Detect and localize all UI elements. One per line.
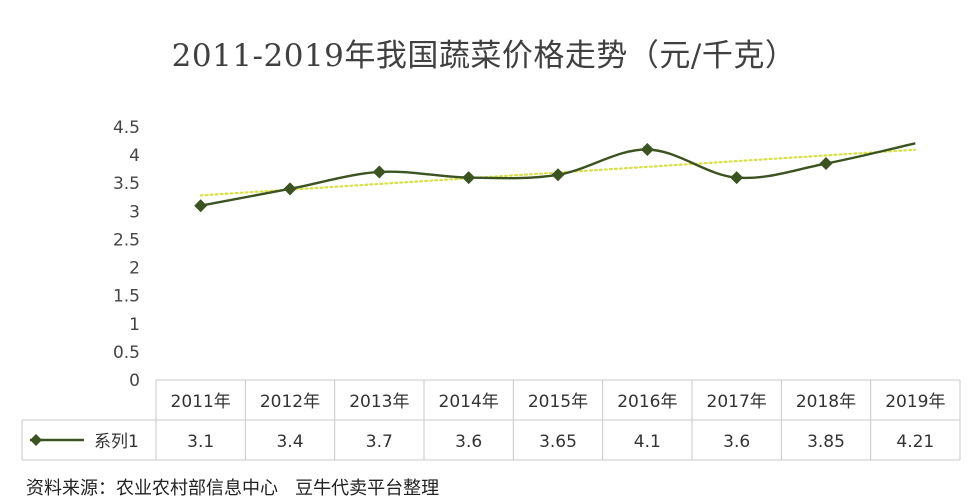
legend-marker — [30, 434, 42, 446]
x-category-label: 2013年 — [349, 392, 409, 412]
y-tick-label: 0.5 — [113, 343, 140, 363]
y-axis: 0 0.5 1 1.5 2 2.5 3 3.5 4 4.5 — [113, 118, 140, 391]
x-category-label: 2015年 — [528, 392, 588, 412]
data-point — [372, 165, 386, 179]
source-note: 资料来源：农业农村部信息中心 豆牛代卖平台整理 — [26, 478, 440, 499]
legend-label: 系列1 — [94, 432, 139, 452]
y-tick-label: 0 — [129, 371, 140, 391]
y-tick-label: 1.5 — [113, 287, 140, 307]
data-value-label: 3.7 — [366, 432, 393, 452]
data-value-label: 3.4 — [276, 432, 303, 452]
data-value-label: 3.1 — [187, 432, 214, 452]
x-category-label: 2014年 — [439, 392, 499, 412]
data-value-label: 4.21 — [896, 432, 934, 452]
data-value-label: 3.6 — [723, 432, 750, 452]
x-category-label: 2019年 — [885, 392, 945, 412]
chart-title: 2011-2019年我国蔬菜价格走势（元/千克） — [171, 38, 797, 74]
data-point — [194, 199, 208, 213]
series-layer — [194, 142, 916, 213]
data-value-label: 3.85 — [807, 432, 845, 452]
y-tick-label: 4 — [129, 146, 140, 166]
data-value-label: 3.65 — [539, 432, 577, 452]
data-point — [640, 142, 654, 156]
y-tick-label: 4.5 — [113, 118, 140, 138]
x-category-label: 2017年 — [707, 392, 767, 412]
x-category-label: 2012年 — [260, 392, 320, 412]
x-category-label: 2018年 — [796, 392, 856, 412]
data-point — [819, 157, 833, 171]
x-category-label: 2011年 — [171, 392, 231, 412]
y-tick-label: 3 — [129, 202, 140, 222]
data-point — [462, 171, 476, 185]
y-tick-label: 2 — [129, 259, 140, 279]
data-value-label: 3.6 — [455, 432, 482, 452]
data-point — [730, 171, 744, 185]
data-value-label: 4.1 — [634, 432, 661, 452]
data-point — [551, 168, 565, 182]
data-table: 2011年 2012年 2013年 2014年 2015年 2016年 2017年 2018年… — [21, 379, 961, 461]
y-tick-label: 3.5 — [113, 174, 140, 194]
x-category-label: 2016年 — [617, 392, 677, 412]
y-tick-label: 1 — [129, 315, 140, 335]
y-tick-label: 2.5 — [113, 230, 140, 250]
data-point — [283, 182, 297, 196]
